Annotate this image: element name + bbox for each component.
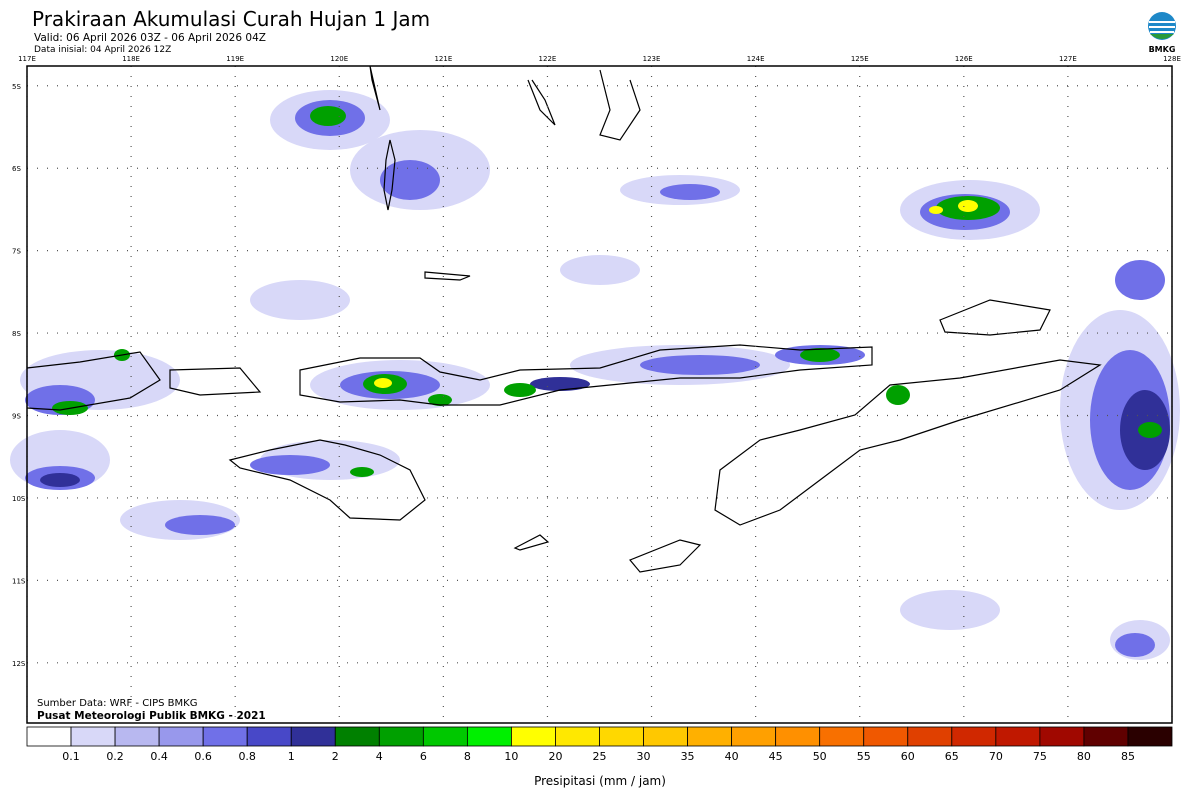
colorbar-swatch: [202, 726, 248, 747]
colorbar-swatch: [158, 726, 204, 747]
colorbar-swatch: [114, 726, 160, 747]
colorbar-tick-label: 0.4: [150, 750, 168, 763]
colorbar-swatch: [511, 726, 556, 747]
colorbar-swatch: [643, 726, 688, 747]
colorbar-tick-label: 55: [857, 750, 871, 763]
colorbar-tick-label: 70: [989, 750, 1003, 763]
colorbar-swatch: [334, 726, 380, 747]
colorbar-swatch: [907, 726, 953, 747]
colorbar-tick-label: 6: [420, 750, 427, 763]
colorbar-swatch: [819, 726, 865, 747]
x-tick-label: 127E: [1059, 55, 1077, 63]
colorbar-swatch: [1039, 726, 1085, 747]
colorbar-swatch: [466, 726, 512, 747]
colorbar-tick-label: 8: [464, 750, 471, 763]
colorbar-swatch: [1127, 726, 1173, 747]
colorbar-tick-label: 0.1: [62, 750, 80, 763]
y-tick-label: 11S: [12, 577, 26, 585]
colorbar-tick-label: 60: [901, 750, 915, 763]
colorbar-swatch: [863, 726, 909, 747]
colorbar-swatch: [70, 726, 116, 747]
map-frame: [26, 65, 1173, 724]
colorbar-swatch: [246, 726, 292, 747]
colorbar-label: Presipitasi (mm / jam): [534, 774, 666, 788]
colorbar-tick-label: 35: [681, 750, 695, 763]
y-tick-label: 12S: [12, 660, 26, 668]
x-tick-label: 122E: [539, 55, 557, 63]
x-tick-label: 128E: [1163, 55, 1181, 63]
colorbar-tick-label: 30: [637, 750, 651, 763]
colorbar-tick-label: 25: [593, 750, 607, 763]
colorbar-tick-label: 1: [288, 750, 295, 763]
x-tick-label: 121E: [434, 55, 452, 63]
x-tick-label: 119E: [226, 55, 244, 63]
colorbar-swatch: [775, 726, 821, 747]
colorbar-swatch: [26, 726, 72, 747]
colorbar-swatch: [951, 726, 997, 747]
x-tick-label: 126E: [955, 55, 973, 63]
colorbar-tick-label: 20: [548, 750, 562, 763]
coastlines: [26, 65, 1102, 573]
colorbar-swatch: [290, 726, 336, 747]
colorbar-tick-label: 2: [332, 750, 339, 763]
colorbar: 0.1 0.2 0.4 0.6 0.8 1 2 4 6 8 10 20 25 30 35 40 45 50 55 60…: [26, 726, 1173, 763]
source: Sumber Data: WRF - CIPS BMKG: [37, 698, 197, 709]
colorbar-tick-label: 40: [725, 750, 739, 763]
x-tick-label: 120E: [330, 55, 348, 63]
colorbar-swatch: [687, 726, 733, 747]
colorbar-swatch: [1083, 726, 1129, 747]
x-tick-label: 123E: [643, 55, 661, 63]
initial-time: Data inisial: 04 April 2026 12Z: [34, 45, 171, 55]
x-tick-label: 124E: [747, 55, 765, 63]
colorbar-swatch: [378, 726, 424, 747]
y-tick-label: 10S: [12, 495, 26, 503]
logo-text: BMKG: [1149, 45, 1176, 54]
y-tick-label: 5S: [12, 83, 21, 91]
colorbar-tick-label: 45: [769, 750, 783, 763]
ticks: 117E 118E 119E 120E 121E 122E 123E 124E 125E 126E…: [12, 55, 1181, 668]
colorbar-tick-label: 80: [1077, 750, 1091, 763]
colorbar-tick-label: 50: [813, 750, 827, 763]
title: Prakiraan Akumulasi Curah Hujan 1 Jam: [32, 7, 430, 31]
colorbar-tick-label: 85: [1121, 750, 1135, 763]
colorbar-swatch: [422, 726, 468, 747]
x-tick-label: 117E: [18, 55, 36, 63]
y-tick-label: 6S: [12, 165, 21, 173]
colorbar-tick-label: 0.2: [106, 750, 124, 763]
grid: [26, 66, 1173, 723]
colorbar-swatch: [599, 726, 644, 747]
valid-time: Valid: 06 April 2026 03Z - 06 April 2026…: [34, 32, 266, 44]
logo: BMKG: [1148, 12, 1176, 54]
colorbar-tick-label: 75: [1033, 750, 1047, 763]
colorbar-swatch: [731, 726, 777, 747]
colorbar-swatch: [995, 726, 1041, 747]
precipitation: [10, 90, 1180, 660]
y-tick-label: 9S: [12, 413, 21, 421]
x-tick-label: 118E: [122, 55, 140, 63]
colorbar-tick-label: 4: [376, 750, 383, 763]
colorbar-tick-label: 0.6: [194, 750, 212, 763]
y-tick-label: 8S: [12, 330, 21, 338]
x-tick-label: 125E: [851, 55, 869, 63]
colorbar-swatch: [555, 726, 600, 747]
colorbar-tick-label: 65: [945, 750, 959, 763]
colorbar-tick-label: 0.8: [238, 750, 256, 763]
credit: Pusat Meteorologi Publik BMKG - 2021: [37, 710, 266, 722]
y-tick-label: 7S: [12, 248, 21, 256]
colorbar-tick-label: 10: [504, 750, 518, 763]
